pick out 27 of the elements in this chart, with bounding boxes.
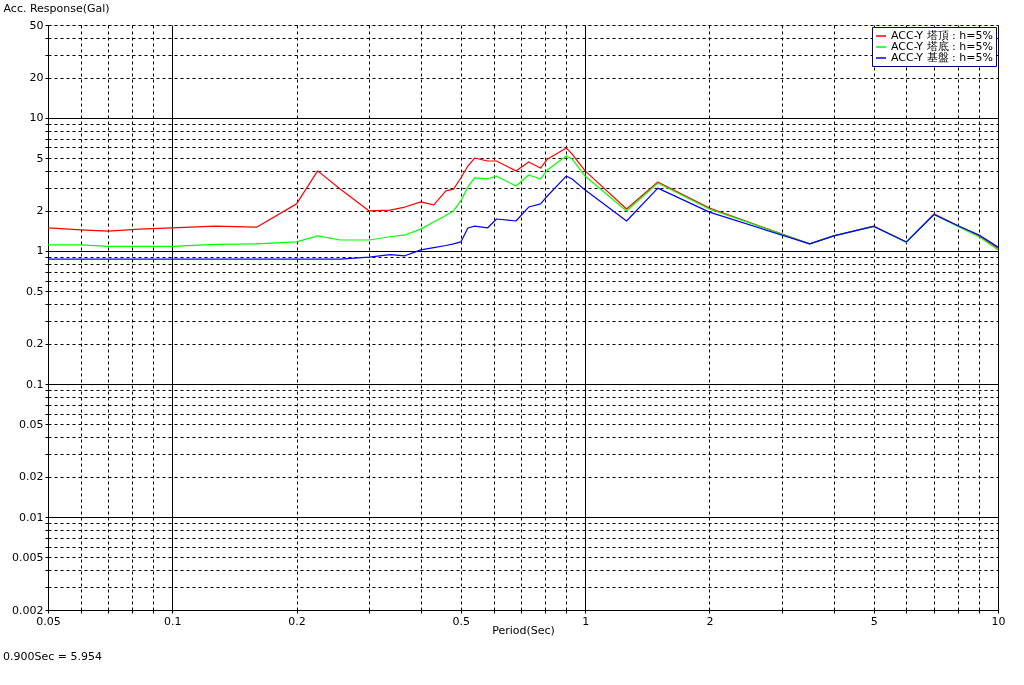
y-tick-label: 10 <box>29 111 44 125</box>
x-axis-title: Period(Sec) <box>492 623 555 637</box>
y-tick-label: 5 <box>36 151 44 165</box>
y-axis-title: Acc. Response(Gal) <box>3 1 110 15</box>
y-tick-label: 0.002 <box>12 603 44 617</box>
x-tick-label: 0.1 <box>164 614 182 628</box>
y-tick-label: 0.005 <box>12 550 44 564</box>
y-tick-label: 0.5 <box>26 284 44 298</box>
y-tick-label: 0.01 <box>19 510 44 524</box>
legend-label: ACC-Y 基盤 : h=5% <box>891 51 993 64</box>
y-tick-label: 20 <box>29 71 44 85</box>
x-tick-label: 2 <box>706 614 714 628</box>
x-tick-label: 10 <box>991 614 1006 628</box>
x-tick-label: 1 <box>582 614 590 628</box>
x-tick-label: 5 <box>870 614 878 628</box>
y-tick-label: 1 <box>36 244 44 258</box>
y-tick-label: 0.2 <box>26 337 44 351</box>
y-tick-label: 2 <box>36 204 44 218</box>
x-tick-label: 0.2 <box>288 614 306 628</box>
y-tick-label: 0.1 <box>26 377 44 391</box>
y-tick-label: 50 <box>29 18 44 32</box>
x-tick-label: 0.5 <box>452 614 471 628</box>
text: 0.900Sec = 5.954 <box>3 650 102 663</box>
y-tick-label: 0.05 <box>19 417 44 431</box>
legend-label: ACC-Y 塔頂 : h=5% <box>891 29 993 42</box>
y-tick-label: 0.02 <box>19 470 44 484</box>
legend-label: ACC-Y 塔底 : h=5% <box>891 40 993 53</box>
